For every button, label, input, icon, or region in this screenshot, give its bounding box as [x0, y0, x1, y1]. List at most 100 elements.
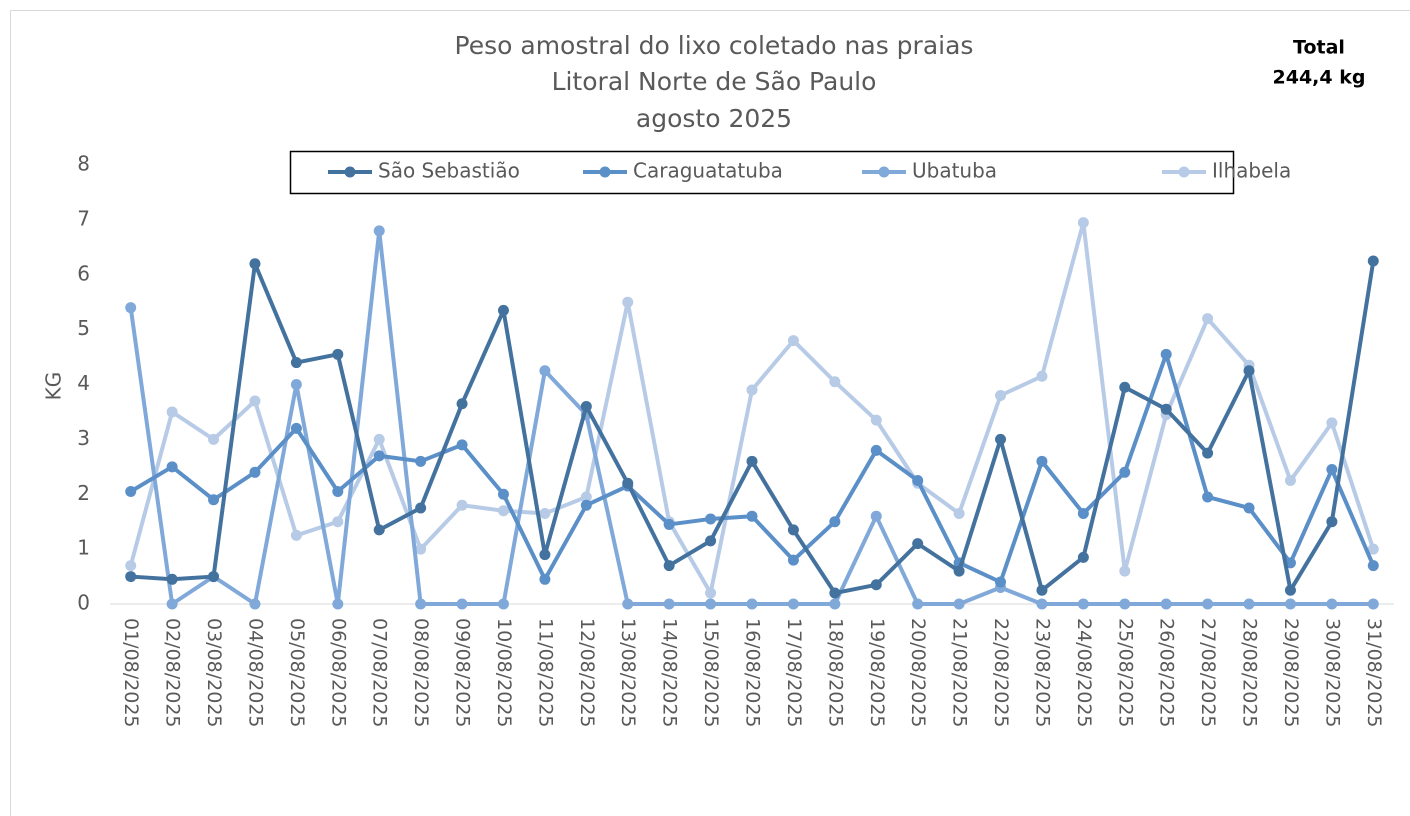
- data-point: [912, 538, 924, 550]
- data-point: [580, 400, 592, 412]
- chart-title: Peso amostral do lixo coletado nas praia…: [455, 31, 974, 60]
- data-point: [995, 433, 1007, 445]
- data-point: [953, 598, 965, 610]
- data-point: [870, 510, 882, 522]
- data-point: [829, 587, 841, 599]
- x-tick-label: 28/08/2025: [1239, 618, 1261, 728]
- data-point: [1160, 403, 1172, 415]
- data-point: [1284, 475, 1296, 487]
- data-point: [249, 258, 261, 270]
- data-point: [1202, 313, 1214, 325]
- legend-swatch: [344, 166, 356, 178]
- data-point: [912, 475, 924, 487]
- data-point: [208, 494, 220, 506]
- x-tick-label: 29/08/2025: [1280, 618, 1302, 728]
- data-point: [166, 406, 178, 418]
- data-point: [663, 518, 675, 530]
- data-point: [953, 507, 965, 519]
- data-point: [290, 379, 302, 390]
- data-point: [1367, 255, 1379, 267]
- data-point: [497, 304, 509, 316]
- x-tick-label: 26/08/2025: [1156, 618, 1178, 728]
- y-tick-label: 8: [77, 152, 90, 176]
- data-point: [1202, 447, 1214, 459]
- x-tick-label: 30/08/2025: [1321, 618, 1343, 728]
- data-point: [373, 450, 385, 462]
- x-tick-label: 13/08/2025: [617, 618, 639, 728]
- data-point: [456, 499, 468, 511]
- data-point: [787, 598, 799, 610]
- y-tick-label: 5: [77, 316, 90, 340]
- x-tick-label: 25/08/2025: [1114, 618, 1136, 728]
- data-point: [373, 225, 385, 237]
- data-point: [373, 433, 385, 445]
- data-point: [705, 535, 717, 547]
- data-point: [125, 302, 137, 314]
- data-point: [622, 598, 634, 610]
- x-tick-label: 24/08/2025: [1073, 618, 1095, 728]
- data-point: [125, 571, 137, 583]
- data-point: [1077, 217, 1089, 229]
- data-point: [1243, 365, 1255, 377]
- x-tick-label: 14/08/2025: [659, 618, 681, 728]
- data-point: [1077, 551, 1089, 563]
- data-point: [705, 587, 717, 599]
- data-point: [829, 516, 841, 528]
- data-point: [746, 455, 758, 467]
- y-tick-label: 7: [77, 206, 90, 230]
- x-tick-label: 04/08/2025: [244, 618, 266, 728]
- data-point: [166, 461, 178, 473]
- data-point: [580, 491, 592, 503]
- legend-swatch: [1178, 166, 1190, 178]
- data-point: [663, 560, 675, 572]
- data-point: [290, 357, 302, 369]
- data-point: [1243, 598, 1255, 610]
- x-tick-label: 03/08/2025: [203, 618, 225, 728]
- data-point: [870, 444, 882, 456]
- data-point: [539, 549, 551, 561]
- x-tick-label: 08/08/2025: [410, 618, 432, 728]
- x-tick-label: 19/08/2025: [866, 618, 888, 728]
- data-point: [787, 335, 799, 347]
- data-point: [456, 439, 468, 451]
- data-point: [1119, 466, 1131, 478]
- data-point: [332, 598, 344, 610]
- x-tick-label: 21/08/2025: [949, 618, 971, 728]
- data-point: [415, 598, 427, 610]
- data-point: [1326, 464, 1338, 476]
- data-point: [539, 573, 551, 585]
- y-axis-label: KG: [42, 372, 66, 401]
- legend-label: São Sebastião: [378, 159, 520, 183]
- data-point: [249, 466, 261, 478]
- data-point: [249, 395, 261, 407]
- data-point: [539, 507, 551, 519]
- legend-box: [289, 150, 1235, 195]
- data-point: [870, 579, 882, 591]
- data-point: [829, 598, 841, 610]
- data-point: [705, 513, 717, 525]
- data-point: [1036, 584, 1048, 596]
- annotation: 244,4 kg: [1273, 67, 1366, 89]
- data-point: [1119, 598, 1131, 610]
- y-tick-label: 0: [77, 591, 90, 615]
- data-point: [1119, 565, 1131, 577]
- legend-swatch: [878, 166, 890, 178]
- legend-swatch: [599, 166, 611, 178]
- x-tick-label: 31/08/2025: [1363, 618, 1385, 728]
- data-point: [166, 573, 178, 585]
- data-point: [1202, 598, 1214, 610]
- data-point: [125, 560, 137, 572]
- x-tick-label: 20/08/2025: [907, 618, 929, 728]
- x-tick-label: 23/08/2025: [1031, 618, 1053, 728]
- data-point: [787, 554, 799, 566]
- data-point: [1160, 348, 1172, 360]
- x-tick-label: 11/08/2025: [534, 618, 556, 728]
- x-tick-label: 12/08/2025: [576, 618, 598, 728]
- data-point: [290, 529, 302, 541]
- data-point: [497, 598, 509, 610]
- data-point: [870, 414, 882, 426]
- x-tick-label: 05/08/2025: [286, 618, 308, 728]
- data-point: [332, 516, 344, 528]
- data-point: [746, 598, 758, 610]
